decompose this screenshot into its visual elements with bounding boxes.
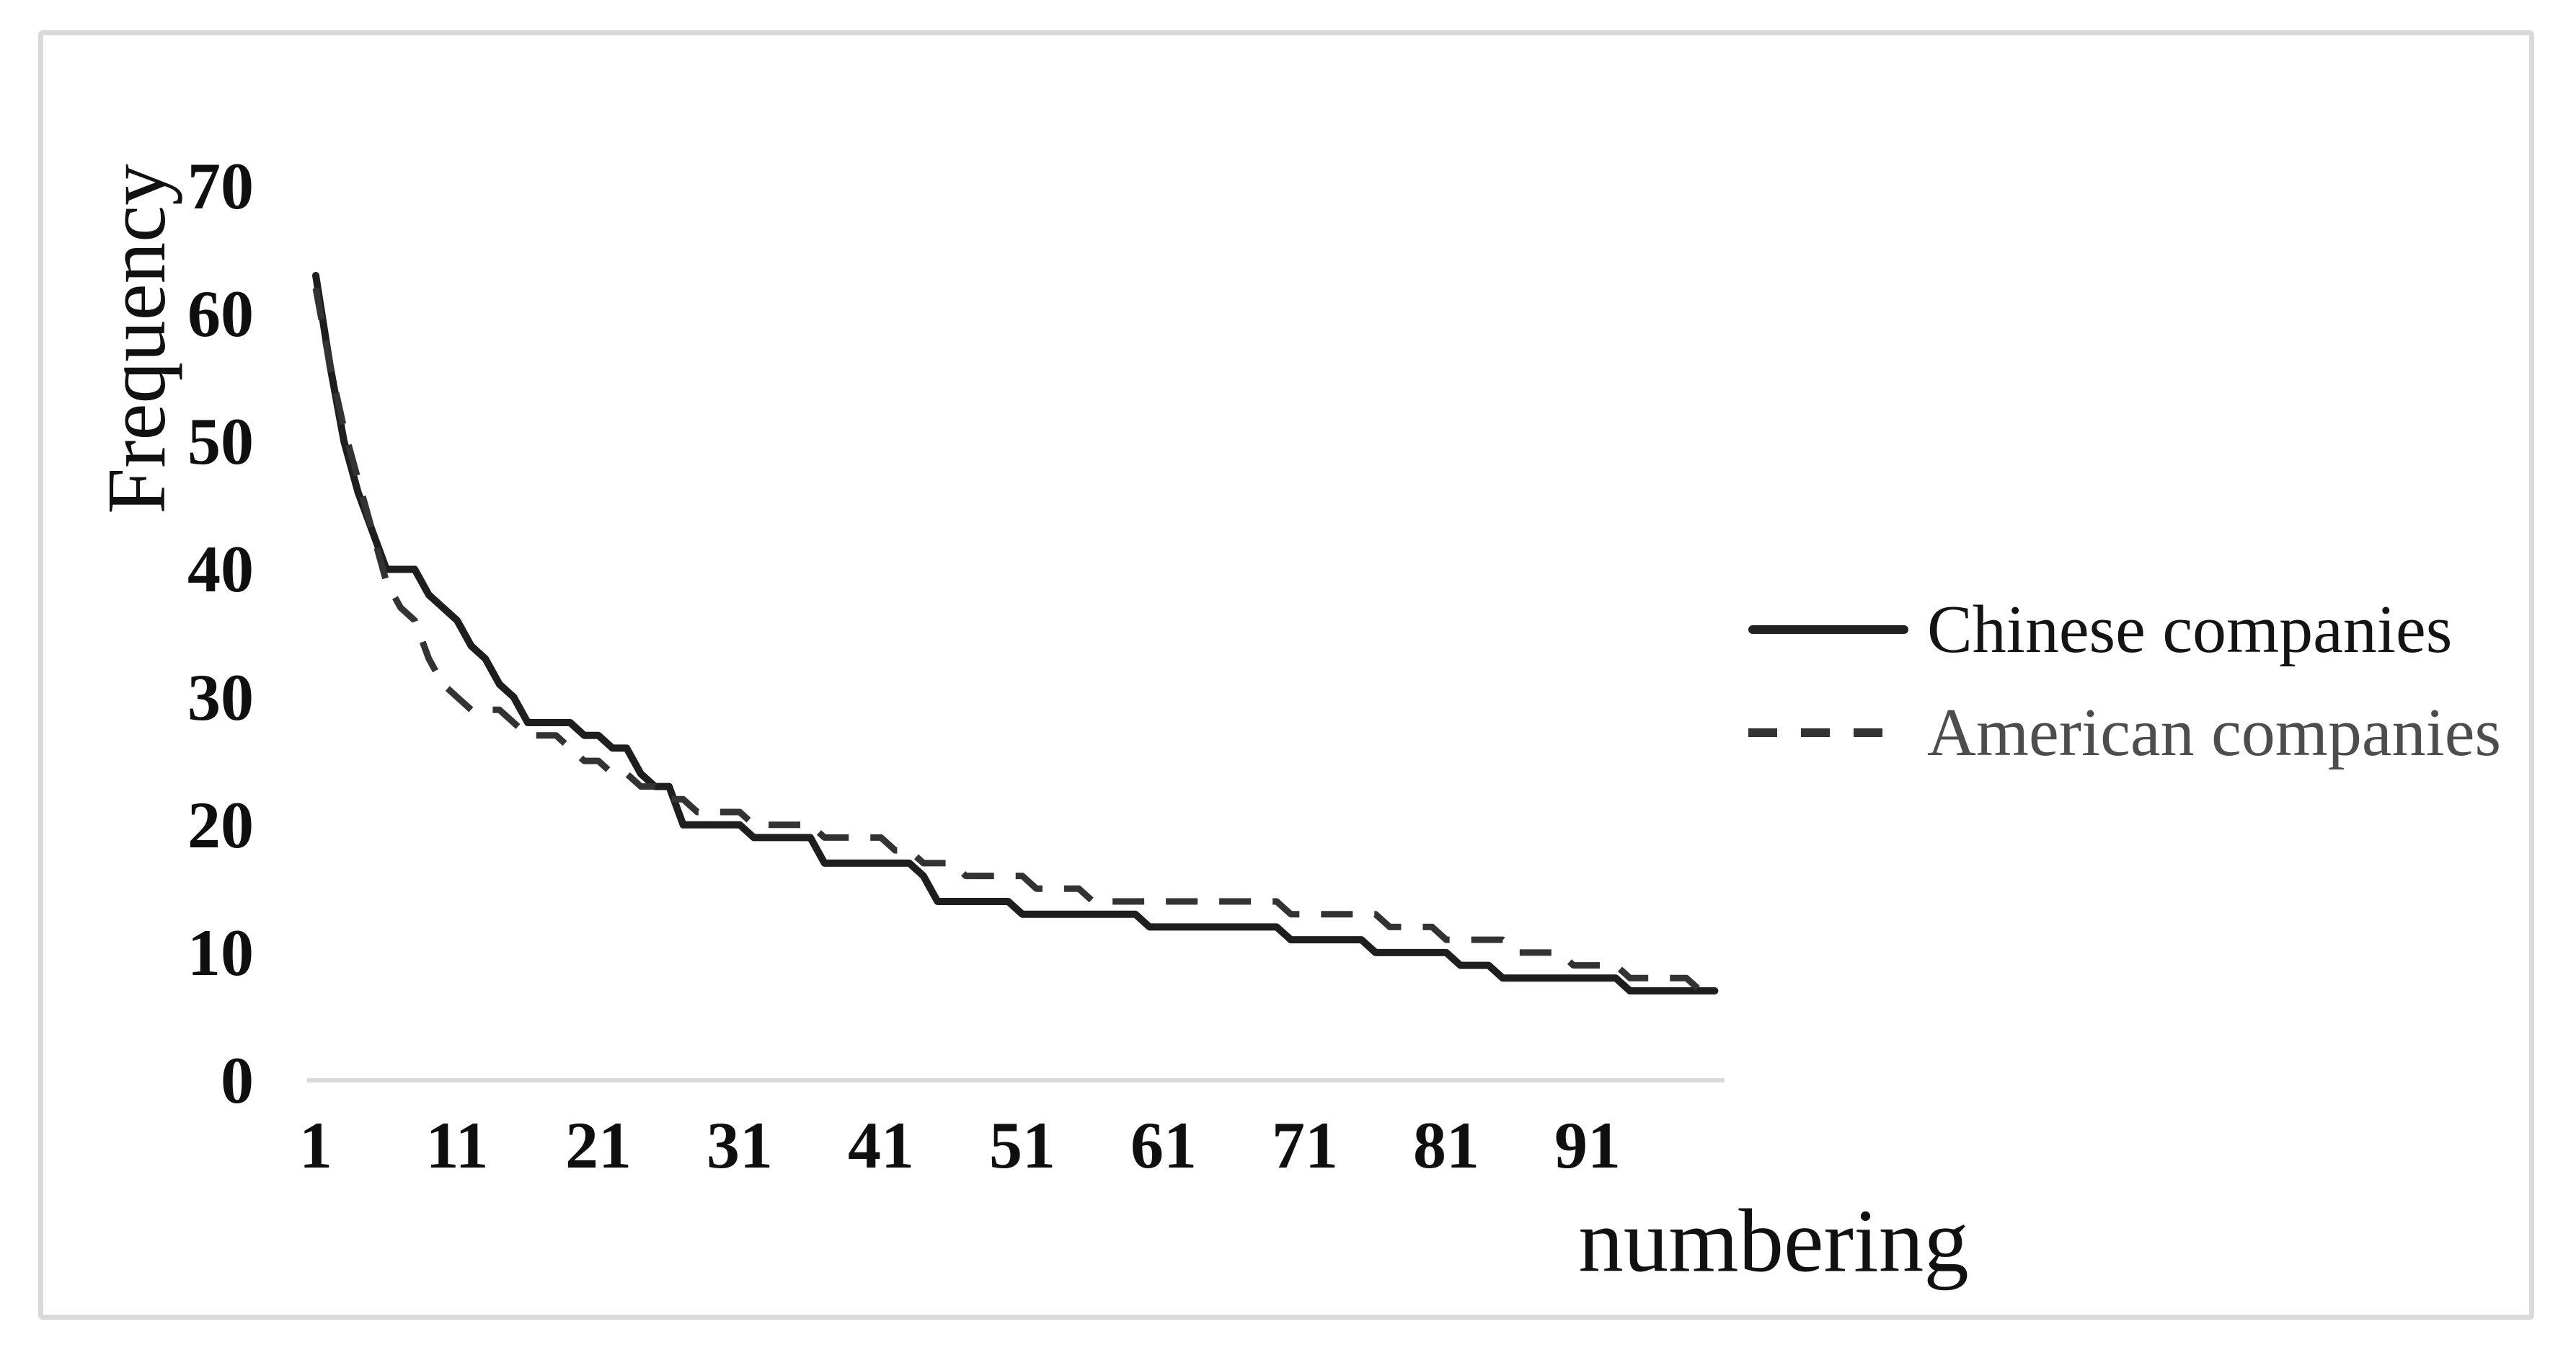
y-tick-label-60: 60: [187, 277, 254, 351]
figure-border: [38, 30, 2534, 1320]
x-tick-label-41: 41: [848, 1108, 914, 1182]
x-tick-label-71: 71: [1272, 1108, 1338, 1182]
y-tick-label-50: 50: [187, 405, 254, 479]
x-tick-label-61: 61: [1130, 1108, 1197, 1182]
american-companies-line: [312, 287, 1715, 994]
chinese-companies-line: [312, 272, 1719, 995]
y-tick-label-0: 0: [221, 1044, 254, 1117]
y-tick-label-70: 70: [187, 149, 254, 224]
x-tick-label-1: 1: [299, 1108, 332, 1182]
x-axis-title: numbering: [1578, 1191, 1969, 1292]
x-tick-label-11: 11: [425, 1108, 489, 1182]
x-tick-label-51: 51: [989, 1108, 1055, 1182]
solid-line-sample-icon: [1748, 625, 1908, 634]
legend-item-chinese: Chinese companies: [1748, 591, 2452, 669]
y-tick-label-20: 20: [187, 788, 254, 862]
x-tick-label-81: 81: [1413, 1108, 1479, 1182]
y-tick-label-30: 30: [187, 660, 254, 734]
dashed-line-sample-icon: [1748, 728, 1885, 737]
y-tick-label-10: 10: [187, 915, 254, 989]
legend-label-american: American companies: [1927, 695, 2502, 770]
y-axis-tick-labels: 0 10 20 30 40 50 60 70: [0, 0, 254, 1350]
legend-item-american: American companies: [1748, 694, 2501, 772]
x-tick-label-21: 21: [565, 1108, 632, 1182]
x-tick-label-31: 31: [707, 1108, 773, 1182]
x-tick-label-91: 91: [1554, 1108, 1621, 1182]
y-tick-label-40: 40: [187, 532, 254, 606]
legend-label-chinese: Chinese companies: [1927, 592, 2453, 667]
